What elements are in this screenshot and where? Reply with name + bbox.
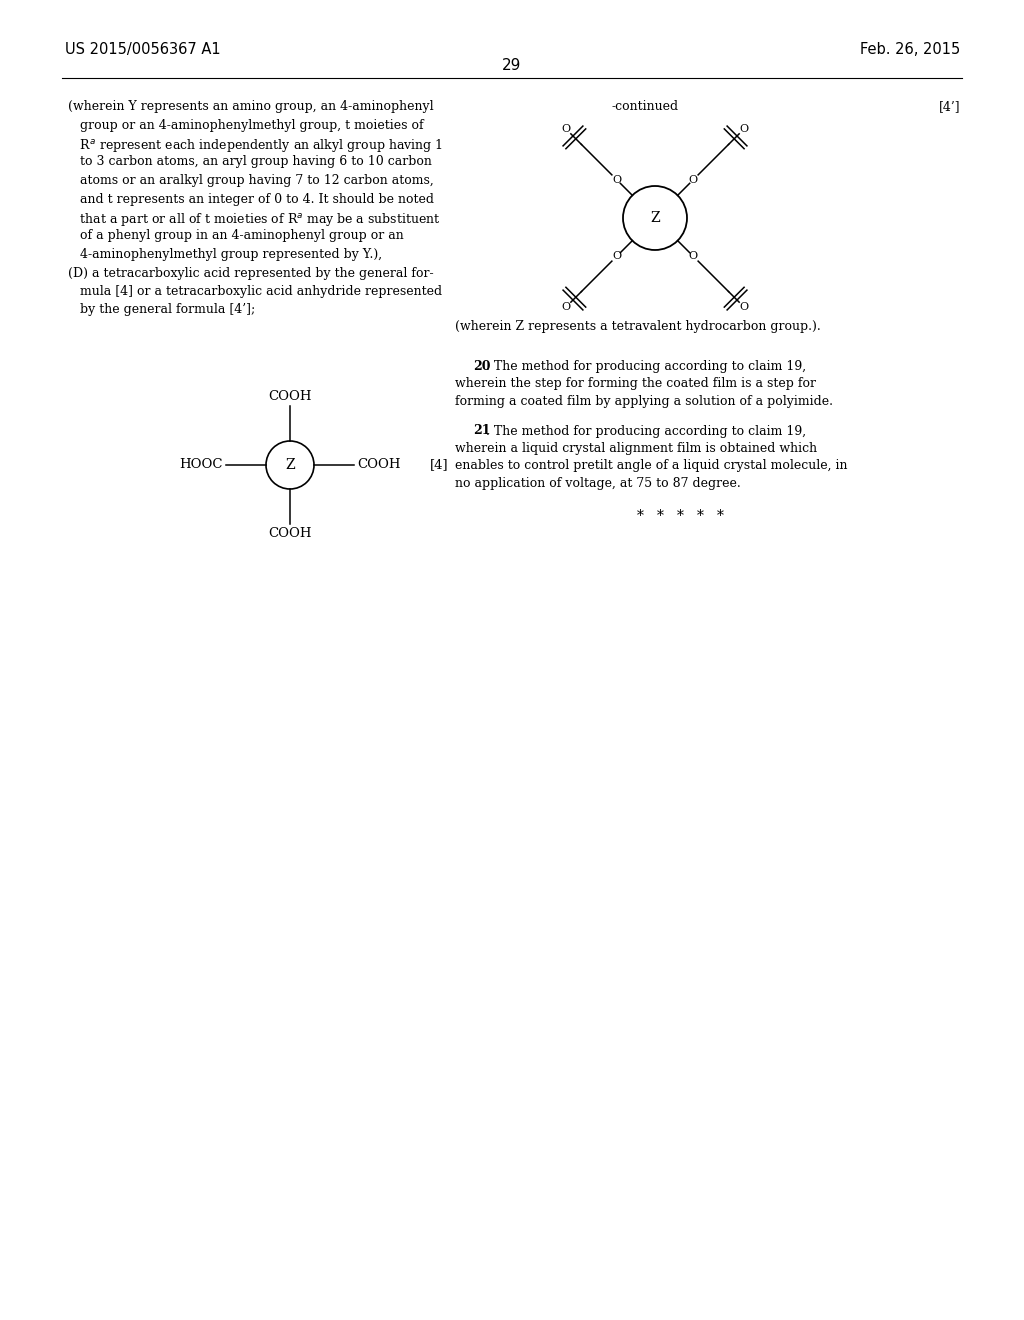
Text: 29: 29: [503, 58, 521, 73]
Text: no application of voltage, at 75 to 87 degree.: no application of voltage, at 75 to 87 d…: [455, 477, 740, 490]
Text: 4-aminophenylmethyl group represented by Y.),: 4-aminophenylmethyl group represented by…: [68, 248, 382, 261]
Text: wherein the step for forming the coated film is a step for: wherein the step for forming the coated …: [455, 378, 816, 391]
Text: O: O: [739, 302, 749, 312]
Text: 21: 21: [473, 425, 490, 437]
Text: [4]: [4]: [430, 458, 449, 471]
Text: O: O: [561, 124, 570, 133]
Text: O: O: [688, 251, 697, 261]
Text: *   *   *   *   *: * * * * *: [637, 510, 723, 524]
Text: group or an 4-aminophenylmethyl group, t moieties of: group or an 4-aminophenylmethyl group, t…: [68, 119, 424, 132]
Text: Feb. 26, 2015: Feb. 26, 2015: [860, 42, 961, 57]
Text: (D) a tetracarboxylic acid represented by the general for-: (D) a tetracarboxylic acid represented b…: [68, 267, 433, 280]
Text: . The method for producing according to claim 19,: . The method for producing according to …: [486, 360, 806, 374]
Text: of a phenyl group in an 4-aminophenyl group or an: of a phenyl group in an 4-aminophenyl gr…: [68, 230, 403, 243]
Text: and t represents an integer of 0 to 4. It should be noted: and t represents an integer of 0 to 4. I…: [68, 193, 434, 206]
Text: O: O: [688, 174, 697, 185]
Text: R$^{a}$ represent each independently an alkyl group having 1: R$^{a}$ represent each independently an …: [68, 137, 443, 154]
Text: Z: Z: [650, 211, 659, 224]
Text: forming a coated film by applying a solution of a polyimide.: forming a coated film by applying a solu…: [455, 395, 833, 408]
Text: by the general formula [4’];: by the general formula [4’];: [68, 304, 255, 317]
Text: COOH: COOH: [268, 389, 311, 403]
Text: HOOC: HOOC: [179, 458, 223, 471]
Text: (wherein Y represents an amino group, an 4-aminophenyl: (wherein Y represents an amino group, an…: [68, 100, 433, 114]
Text: (wherein Z represents a tetravalent hydrocarbon group.).: (wherein Z represents a tetravalent hydr…: [455, 319, 821, 333]
Text: enables to control pretilt angle of a liquid crystal molecule, in: enables to control pretilt angle of a li…: [455, 459, 848, 473]
Text: O: O: [561, 302, 570, 312]
Text: 20: 20: [473, 360, 490, 374]
Text: COOH: COOH: [357, 458, 400, 471]
Text: atoms or an aralkyl group having 7 to 12 carbon atoms,: atoms or an aralkyl group having 7 to 12…: [68, 174, 434, 187]
Text: wherein a liquid crystal alignment film is obtained which: wherein a liquid crystal alignment film …: [455, 442, 817, 455]
Text: that a part or all of t moieties of R$^{a}$ may be a substituent: that a part or all of t moieties of R$^{…: [68, 211, 440, 228]
Text: US 2015/0056367 A1: US 2015/0056367 A1: [65, 42, 220, 57]
Text: Z: Z: [286, 458, 295, 473]
Text: -continued: -continued: [611, 100, 679, 114]
Text: O: O: [612, 174, 622, 185]
Text: [4’]: [4’]: [938, 100, 961, 114]
Text: to 3 carbon atoms, an aryl group having 6 to 10 carbon: to 3 carbon atoms, an aryl group having …: [68, 156, 432, 169]
Text: . The method for producing according to claim 19,: . The method for producing according to …: [486, 425, 806, 437]
Text: O: O: [739, 124, 749, 133]
Text: mula [4] or a tetracarboxylic acid anhydride represented: mula [4] or a tetracarboxylic acid anhyd…: [68, 285, 442, 298]
Text: O: O: [612, 251, 622, 261]
Text: COOH: COOH: [268, 527, 311, 540]
